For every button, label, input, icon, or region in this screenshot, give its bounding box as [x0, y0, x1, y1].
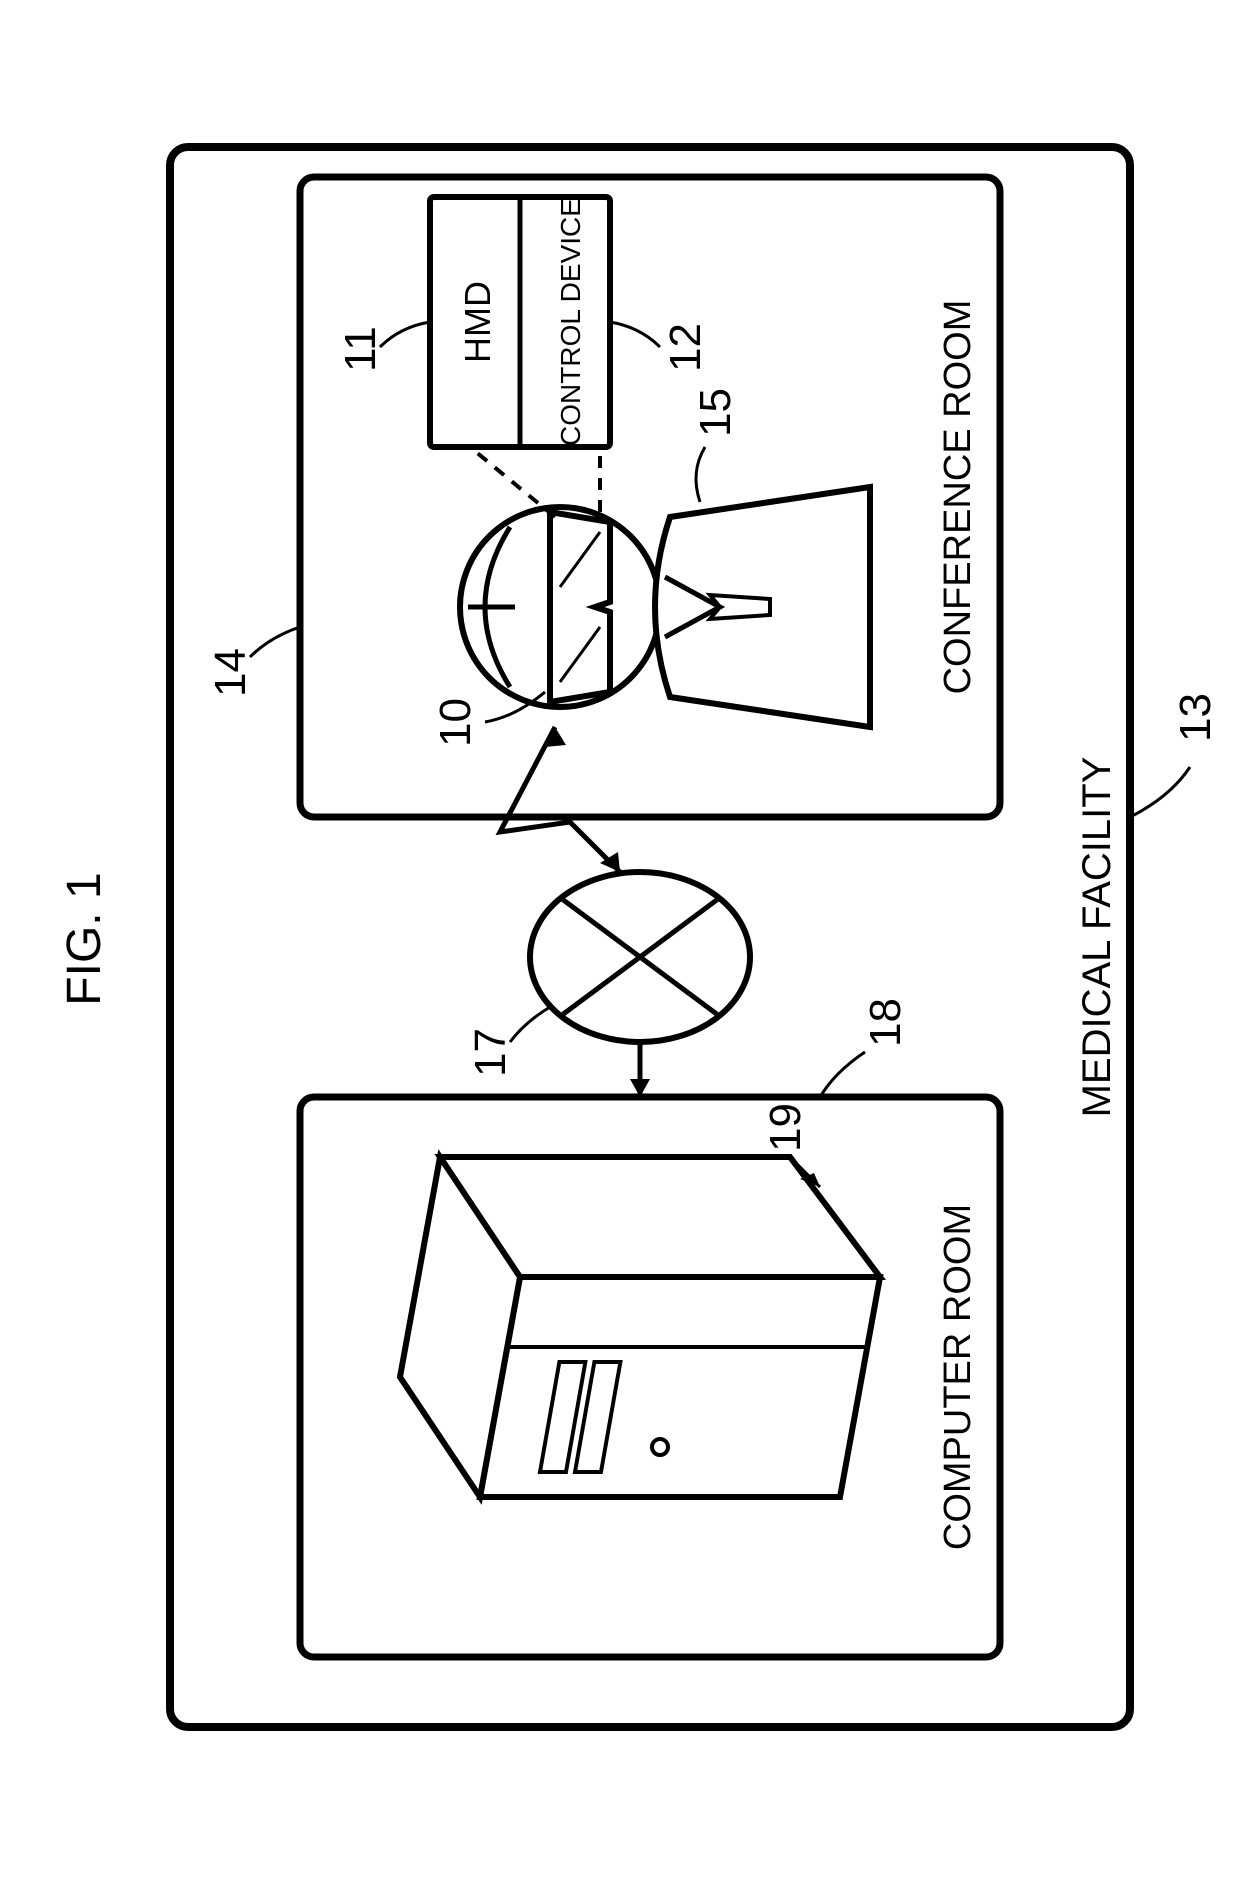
conference-room-box — [300, 177, 1000, 817]
ref-14-leader — [250, 627, 300, 657]
ref-12-leader — [610, 322, 660, 347]
ref-13-leader — [1130, 767, 1190, 817]
figure-title: FIG. 1 — [58, 872, 111, 1005]
ref-18: 18 — [861, 998, 910, 1047]
hmd-icon — [550, 512, 610, 702]
ref-11: 11 — [336, 326, 385, 372]
ref-17: 17 — [466, 1028, 515, 1077]
ref-11-leader — [380, 322, 430, 347]
computer-room-label: COMPUTER ROOM — [937, 1204, 979, 1550]
conference-room-label: CONFERENCE ROOM — [937, 300, 979, 695]
hmd-label: HMD — [457, 281, 498, 363]
ref-14: 14 — [206, 648, 255, 697]
ref-12: 12 — [661, 323, 710, 372]
figure-svg: FIG. 1 13 MEDICAL FACILITY 18 COMPUTER R… — [0, 0, 1240, 1877]
ref-13: 13 — [1171, 693, 1220, 742]
link-network-hmd — [500, 727, 620, 872]
ref-15-leader — [696, 447, 705, 502]
ref-10: 10 — [431, 698, 480, 747]
control-device-label: CONTROL DEVICE — [555, 198, 586, 446]
ref-17-leader — [510, 1007, 550, 1042]
ref-18-leader — [820, 1052, 865, 1097]
server-icon — [400, 1157, 880, 1497]
ref-15: 15 — [691, 388, 740, 437]
medical-facility-label: MEDICAL FACILITY — [1075, 757, 1119, 1118]
ref-19: 19 — [761, 1103, 810, 1152]
user-icon — [460, 487, 870, 727]
